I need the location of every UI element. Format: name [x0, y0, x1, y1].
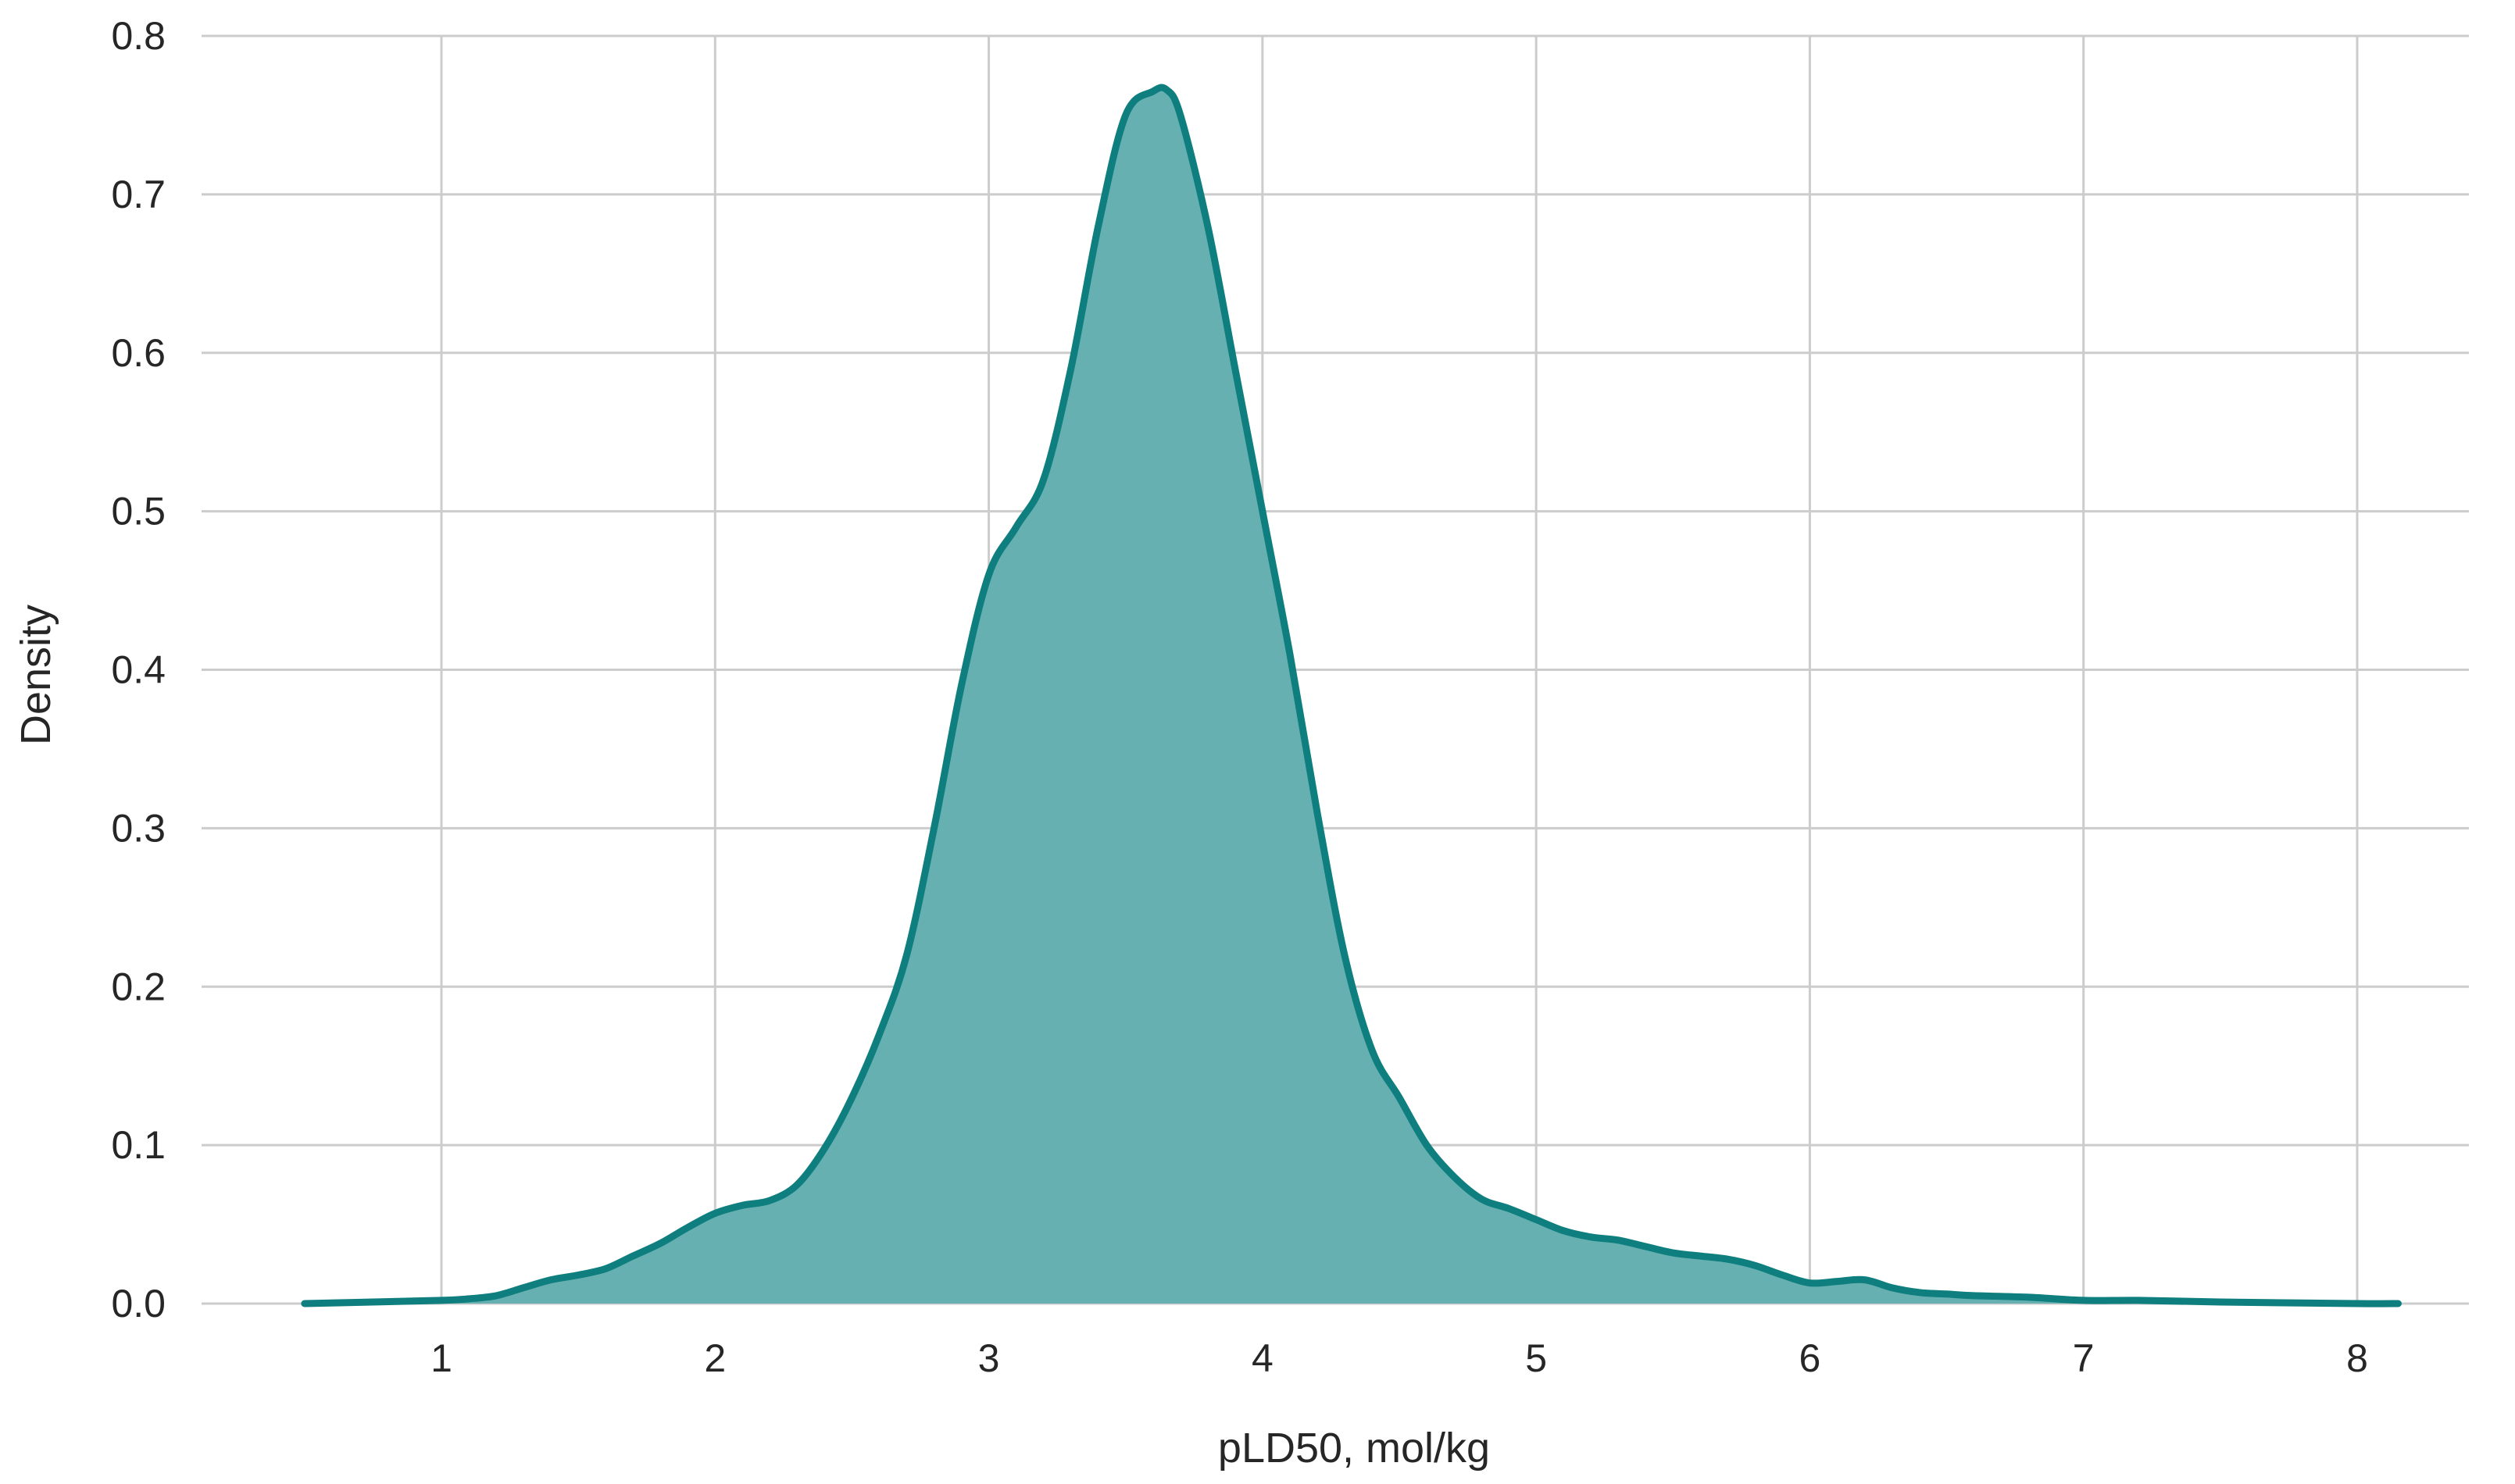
x-tick-labels: 1 2 3 4 5 6 7 8 [430, 1336, 2368, 1380]
y-tick-label-0.0: 0.0 [111, 1282, 166, 1325]
y-gridlines [202, 34, 2469, 1305]
x-tick-label-4: 4 [1252, 1336, 1274, 1380]
density-curve-line [301, 84, 2402, 1307]
y-tick-label-0.1: 0.1 [111, 1123, 166, 1167]
y-axis-label: Density [13, 605, 59, 745]
density-area-layer [301, 84, 2402, 1307]
y-tick-labels: 0.0 0.1 0.2 0.3 0.4 0.5 0.6 0.7 0.8 [111, 14, 166, 1325]
x-tick-label-7: 7 [2073, 1336, 2095, 1380]
y-tick-label-0.8: 0.8 [111, 14, 166, 58]
y-tick-label-0.5: 0.5 [111, 490, 166, 533]
y-tick-label-0.4: 0.4 [111, 648, 166, 692]
x-tick-label-1: 1 [430, 1336, 452, 1380]
y-tick-label-0.3: 0.3 [111, 806, 166, 850]
x-tick-label-5: 5 [1525, 1336, 1547, 1380]
y-tick-label-0.2: 0.2 [111, 965, 166, 1008]
y-tick-label-0.7: 0.7 [111, 173, 166, 216]
x-tick-label-6: 6 [1799, 1336, 1821, 1380]
x-tick-label-8: 8 [2346, 1336, 2368, 1380]
x-tick-label-3: 3 [978, 1336, 1000, 1380]
x-axis-label: pLD50, mol/kg [1218, 1425, 1490, 1472]
x-tick-label-2: 2 [704, 1336, 726, 1380]
density-area-fill [304, 87, 2399, 1304]
y-tick-label-0.6: 0.6 [111, 331, 166, 375]
